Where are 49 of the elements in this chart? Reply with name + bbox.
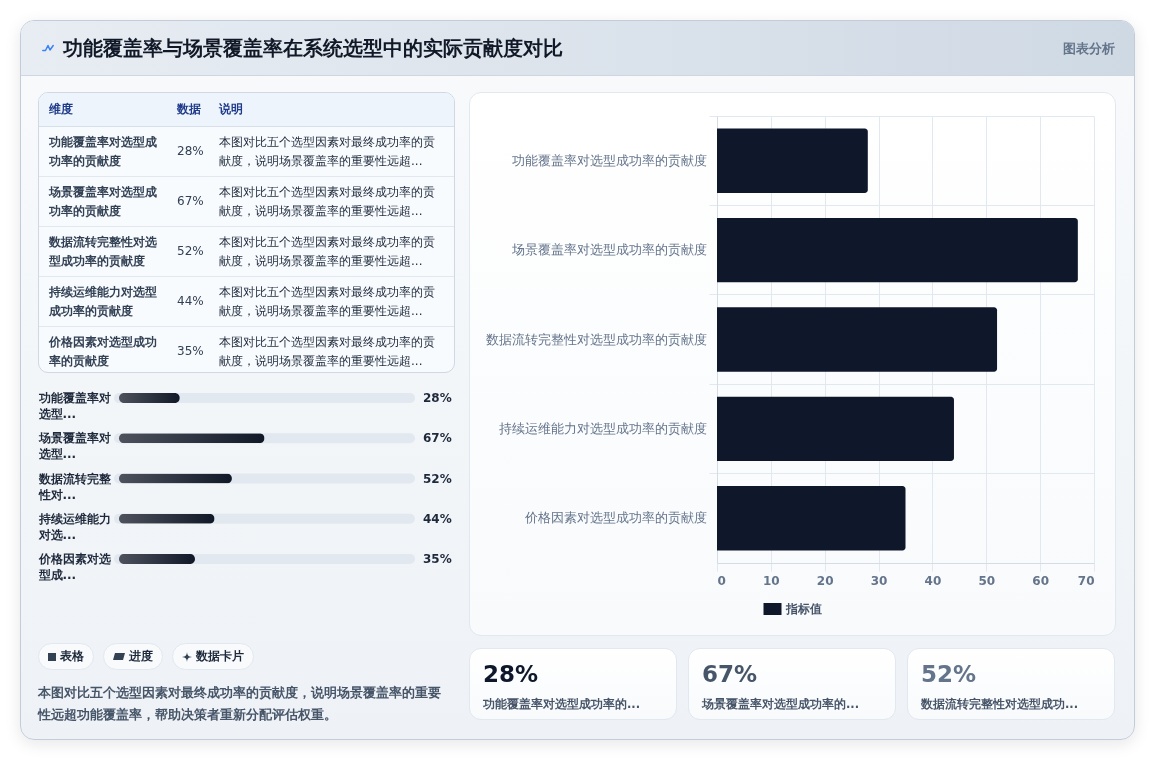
text: 表格 [60,648,84,665]
data-label: 35% [423,551,452,566]
text: 52% [177,244,204,258]
y-tick-label: 价格因素对选型成功率的贡献度 [523,510,707,526]
text: 进度 [129,648,153,665]
data-label: 28% [423,391,452,406]
data-label: 52% [423,471,452,486]
data-label: 67% [423,431,452,446]
text: 图表分析 [1063,40,1115,57]
y-tick-label: 功能覆盖率对选型成功率的贡献度 [511,152,707,168]
text: 35% [177,344,204,358]
text: 维度 [39,93,167,127]
x-tick-label: 0 [717,573,726,588]
category-label: 场景覆盖率对选型成功率的... [702,697,861,712]
text: 本图对比五个选型因素对最终成功率的贡献度，说明场景覆盖率的重要性远超... [209,126,454,177]
text: 67% [177,194,204,208]
y-tick-label: 场景覆盖率对选型... [37,431,111,462]
data-label: 44% [423,511,452,526]
text: 28% [483,661,539,687]
x-tick-label: 70 [1077,573,1095,588]
text: 44% [177,294,204,308]
y-tick-label: 价格因素对选型成... [37,551,111,582]
text: 本图对比五个选型因素对最终成功率的贡献度，说明场景覆盖率的重要性远超... [209,276,454,327]
x-tick-label: 60 [1032,573,1049,588]
x-tick-label: 10 [763,573,780,588]
y-tick-label: 场景覆盖率对选型成功率的贡献度 [510,242,707,258]
text: 本图对比五个选型因素对最终成功率的贡献度，说明场景覆盖率的重要性远超... [209,176,454,227]
x-tick-label: 20 [816,573,834,588]
y-tick-label: 数据流转完整性对选型成功率的贡献度 [485,331,707,347]
y-tick-label: 功能覆盖率对选型... [37,391,111,422]
text: 本图对比五个选型因素对最终成功率的贡献度，说明场景覆盖率的重要性远超功能覆盖率，帮助决策者重新分配评估权重。 [38,684,442,724]
text: 数据 [167,93,209,127]
text: 本图对比五个选型因素对最终成功率的贡献度，说明场景覆盖率的重要性远超... [218,333,436,370]
text: 说明 [209,93,454,127]
y-tick-label: 持续运维能力对选... [37,511,111,542]
text: 67% [702,661,758,687]
text: 28% [177,144,204,158]
text: 52% [921,661,977,687]
x-tick-label: 50 [978,573,996,588]
category-label: 数据流转完整性对选型成功... [921,697,1080,712]
x-tick-label: 40 [924,573,942,588]
y-tick-label: 持续运维能力对选型成功率的贡献度 [498,420,707,436]
category-label: 功能覆盖率对选型成功率的... [483,697,642,712]
legend-label: 指标值 [784,602,822,616]
text: 数据卡片 [196,648,244,665]
text: 功能覆盖率与场景覆盖率在系统选型中的实际贡献度对比 [63,34,563,62]
x-tick-label: 30 [870,573,888,588]
text: 本图对比五个选型因素对最终成功率的贡献度，说明场景覆盖率的重要性远超... [209,226,454,277]
y-tick-label: 数据流转完整性对... [37,471,112,502]
